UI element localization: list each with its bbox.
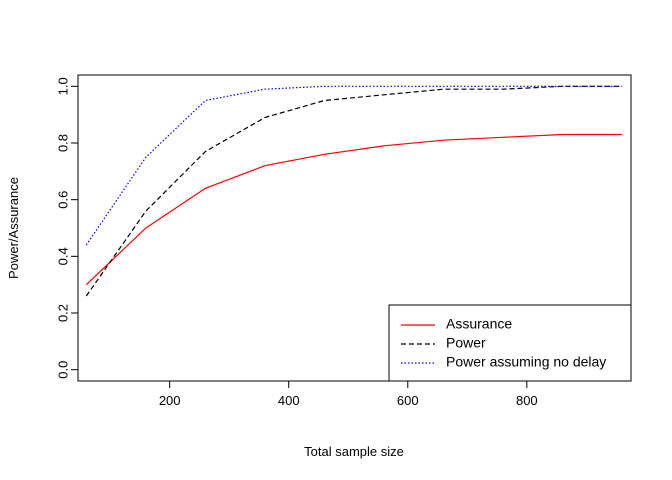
legend-label-1: Assurance	[446, 316, 512, 332]
y-axis-label: Power/Assurance	[6, 177, 21, 279]
x-tick-label: 800	[516, 393, 538, 408]
y-tick-label: 0.2	[55, 304, 70, 322]
legend-box	[388, 304, 632, 382]
y-tick-label: 0.6	[55, 191, 70, 209]
legend-label-2: Power	[446, 335, 486, 351]
y-tick-label: 0.0	[55, 361, 70, 379]
x-tick-label: 200	[159, 393, 181, 408]
series-line-2	[85, 85, 623, 297]
x-axis: 200 400 600 800	[159, 380, 538, 408]
y-tick-label: 1.0	[55, 77, 70, 95]
x-axis-label: Total sample size	[304, 444, 404, 459]
legend: Assurance Power Power assuming no delay	[388, 304, 632, 382]
y-tick-label: 0.8	[55, 134, 70, 152]
x-tick-label: 600	[397, 393, 419, 408]
y-axis: 0.0 0.2 0.4 0.6 0.8 1.0	[55, 77, 78, 379]
series-line-3	[85, 85, 623, 246]
series-line-1	[85, 133, 623, 286]
x-tick-label: 400	[278, 393, 300, 408]
series-layer	[85, 85, 623, 297]
legend-label-3: Power assuming no delay	[446, 354, 606, 370]
y-tick-label: 0.4	[55, 247, 70, 265]
